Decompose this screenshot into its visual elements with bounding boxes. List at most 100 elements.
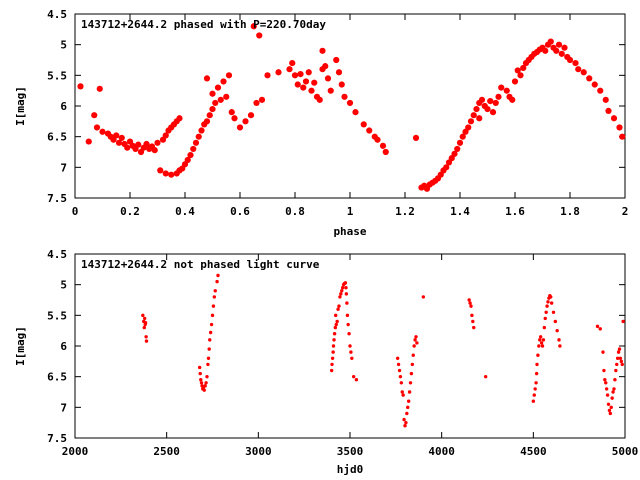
phased-data-point <box>561 44 568 51</box>
time-series-data-point <box>397 368 402 373</box>
phased-data-point <box>547 38 554 45</box>
phased-data-point <box>154 139 161 146</box>
time-series-data-point <box>549 301 554 305</box>
phased-data-point <box>517 72 524 79</box>
phased-data-point <box>619 133 626 140</box>
phased-data-point <box>553 47 560 54</box>
time-series-data-point <box>202 388 206 392</box>
phased-data-point <box>597 87 604 94</box>
time-series-data-point <box>421 295 426 299</box>
time-series-data-point <box>142 316 147 321</box>
time-series-data-point <box>551 310 556 314</box>
time-series-x-tick-label: 2000 <box>62 445 89 458</box>
time-series-data-point <box>334 313 338 318</box>
phased-data-point <box>77 83 84 90</box>
time-series-data-point <box>212 295 217 299</box>
time-series-data-point <box>340 286 345 290</box>
phased-data-point <box>473 105 480 113</box>
phased-data-point <box>465 124 472 131</box>
time-series-data-point <box>398 374 403 379</box>
phased-data-point <box>572 59 579 67</box>
phased-data-point <box>236 124 244 131</box>
phased-data-point <box>275 69 282 76</box>
phased-data-point <box>206 112 213 119</box>
time-series-data-point <box>468 301 472 305</box>
time-series-data-point <box>339 292 343 296</box>
time-series-x-tick-label: 3000 <box>245 445 272 458</box>
time-series-data-point <box>611 390 615 394</box>
time-series-data-point <box>343 281 348 285</box>
phased-data-point <box>476 115 483 122</box>
phased-data-point <box>162 170 169 177</box>
phased-data-point <box>382 148 389 156</box>
time-series-data-point <box>142 325 146 330</box>
time-series-data-point <box>338 295 342 299</box>
phased-data-point <box>459 133 466 140</box>
phased-y-tick-label: 5 <box>60 39 67 52</box>
phased-data-point <box>558 50 565 57</box>
time-series-y-tick-label: 4.5 <box>47 248 67 261</box>
time-series-data-point <box>414 335 418 339</box>
phased-x-tick-label: 1.6 <box>505 205 525 218</box>
time-series-data-point <box>549 295 553 299</box>
phased-data-point <box>366 127 373 134</box>
time-series-data-point <box>403 424 407 428</box>
phased-data-point <box>412 134 420 141</box>
time-series-data-point <box>406 405 410 410</box>
time-series-data-point <box>332 332 337 336</box>
time-series-data-point <box>615 362 619 367</box>
time-series-data-point <box>332 338 336 342</box>
phased-data-point <box>379 142 387 149</box>
phased-data-point <box>151 147 158 154</box>
phased-data-point <box>324 75 332 82</box>
time-series-data-point <box>331 350 335 354</box>
time-series-data-point <box>469 304 473 308</box>
phased-x-tick-label: 0.6 <box>230 205 250 218</box>
time-series-data-point <box>406 399 411 403</box>
phased-data-point <box>264 72 271 79</box>
time-series-data-point <box>213 289 217 293</box>
time-series-x-axis-label: hjd0 <box>337 463 364 476</box>
phased-data-point <box>225 72 233 79</box>
time-series-data-point <box>539 341 544 345</box>
time-series-data-point <box>144 335 148 339</box>
phased-data-point <box>575 66 582 73</box>
time-series-data-point <box>206 356 211 360</box>
phased-data-point <box>256 32 263 39</box>
time-series-data-point <box>541 338 546 342</box>
phased-data-point <box>195 133 202 140</box>
phased-data-point <box>338 81 345 88</box>
phased-data-point <box>374 136 381 143</box>
phased-data-point <box>258 96 266 103</box>
time-series-data-point <box>344 286 348 290</box>
phased-data-point <box>162 132 169 139</box>
time-series-data-point <box>407 390 412 394</box>
time-series-data-point <box>536 353 540 357</box>
phased-x-tick-label: 2 <box>622 205 629 218</box>
time-series-data-point <box>603 378 607 382</box>
time-series-x-tick-label: 3500 <box>337 445 364 458</box>
time-series-data-point <box>395 356 400 360</box>
time-series-data-point <box>205 374 209 379</box>
time-series-data-point <box>206 362 210 367</box>
time-series-data-point <box>331 344 336 348</box>
phased-y-tick-label: 7 <box>60 161 67 174</box>
phased-data-point <box>217 96 224 103</box>
time-series-data-point <box>345 301 349 305</box>
time-series-data-point <box>532 393 536 397</box>
phased-data-point <box>124 144 131 151</box>
time-series-x-tick-label: 4000 <box>428 445 455 458</box>
time-series-data-point <box>330 362 334 367</box>
time-series-data-point <box>612 387 616 391</box>
time-series-data-point <box>411 353 415 357</box>
time-series-data-point <box>555 328 559 333</box>
time-series-y-tick-label: 6.5 <box>47 371 67 384</box>
time-series-data-point <box>544 310 548 314</box>
phased-data-point <box>322 63 329 70</box>
time-series-data-point <box>601 350 605 354</box>
phased-data-point <box>294 81 301 88</box>
time-series-data-point <box>604 381 608 385</box>
phased-data-point <box>143 140 150 148</box>
time-series-y-tick-label: 5 <box>60 279 67 292</box>
